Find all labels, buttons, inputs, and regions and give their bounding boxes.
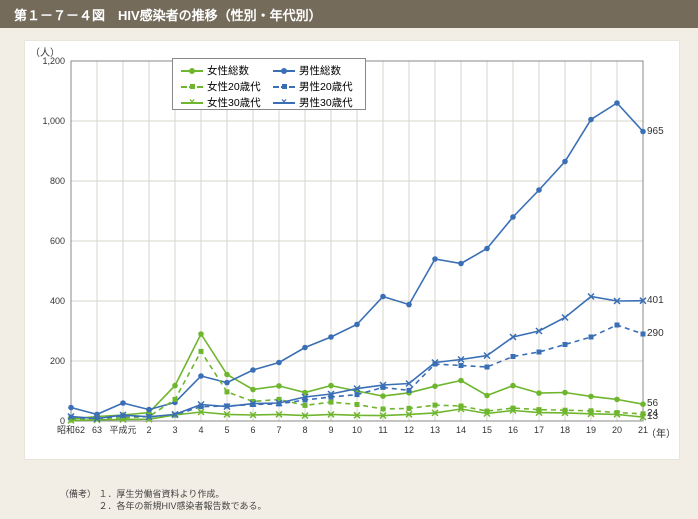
svg-text:18: 18 bbox=[560, 425, 570, 435]
legend-item: 男性20歳代 bbox=[273, 79, 357, 94]
end-label: 965 bbox=[647, 126, 664, 137]
svg-text:7: 7 bbox=[276, 425, 281, 435]
svg-text:5: 5 bbox=[224, 425, 229, 435]
svg-text:14: 14 bbox=[456, 425, 466, 435]
svg-text:10: 10 bbox=[352, 425, 362, 435]
svg-text:12: 12 bbox=[404, 425, 414, 435]
svg-text:6: 6 bbox=[250, 425, 255, 435]
footnote-line: ２．各年の新規HIV感染者報告数である。 bbox=[99, 501, 267, 511]
legend-item: 女性総数 bbox=[181, 63, 265, 78]
svg-text:13: 13 bbox=[430, 425, 440, 435]
svg-text:17: 17 bbox=[534, 425, 544, 435]
legend-item: ×男性30歳代 bbox=[273, 95, 357, 110]
end-label: 290 bbox=[647, 328, 664, 339]
footnote: （備考） １．厚生労働省資料より作成。 （備考） ２．各年の新規HIV感染者報告… bbox=[60, 488, 266, 513]
svg-text:19: 19 bbox=[586, 425, 596, 435]
svg-text:400: 400 bbox=[50, 296, 65, 306]
end-label: 13 bbox=[647, 411, 658, 422]
svg-text:8: 8 bbox=[302, 425, 307, 435]
footnote-label: （備考） bbox=[60, 489, 96, 499]
svg-text:16: 16 bbox=[508, 425, 518, 435]
figure-title: 第１－７－４図 HIV感染者の推移（性別・年代別） bbox=[0, 0, 698, 28]
y-axis-label: （人） bbox=[30, 44, 60, 59]
legend: 女性総数男性総数女性20歳代男性20歳代 ×女性30歳代 ×男性30歳代 bbox=[172, 58, 366, 110]
chart-figure: 第１－７－４図 HIV感染者の推移（性別・年代別） 02004006008001… bbox=[0, 0, 698, 519]
svg-text:600: 600 bbox=[50, 236, 65, 246]
svg-text:200: 200 bbox=[50, 356, 65, 366]
x-axis-label: （年） bbox=[646, 425, 676, 440]
svg-text:2: 2 bbox=[146, 425, 151, 435]
legend-item: 女性20歳代 bbox=[181, 79, 265, 94]
svg-text:3: 3 bbox=[172, 425, 177, 435]
legend-item: ×女性30歳代 bbox=[181, 95, 265, 110]
footnote-line: １．厚生労働省資料より作成。 bbox=[99, 489, 225, 499]
svg-text:11: 11 bbox=[378, 425, 387, 435]
legend-item: 男性総数 bbox=[273, 63, 357, 78]
end-label: 401 bbox=[647, 295, 664, 306]
svg-text:1,000: 1,000 bbox=[42, 116, 65, 126]
svg-text:800: 800 bbox=[50, 176, 65, 186]
svg-text:9: 9 bbox=[328, 425, 333, 435]
svg-text:63: 63 bbox=[92, 425, 102, 435]
svg-text:15: 15 bbox=[482, 425, 492, 435]
svg-text:4: 4 bbox=[198, 425, 203, 435]
svg-text:平成元: 平成元 bbox=[109, 424, 136, 435]
svg-text:20: 20 bbox=[612, 425, 622, 435]
svg-text:昭和62: 昭和62 bbox=[57, 425, 85, 435]
